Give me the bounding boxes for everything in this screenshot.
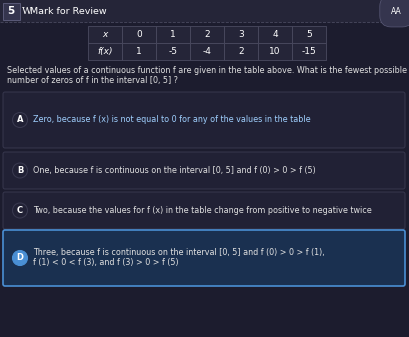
Text: Mark for Review: Mark for Review	[30, 6, 107, 16]
Text: 2: 2	[204, 30, 210, 39]
Circle shape	[13, 250, 27, 266]
Text: 1: 1	[170, 30, 176, 39]
Text: 5: 5	[7, 6, 15, 16]
Text: 4: 4	[272, 30, 278, 39]
Text: 3: 3	[238, 30, 244, 39]
Text: 0: 0	[136, 30, 142, 39]
FancyBboxPatch shape	[88, 43, 122, 60]
FancyBboxPatch shape	[2, 2, 20, 20]
FancyBboxPatch shape	[190, 26, 224, 43]
Text: D: D	[16, 253, 23, 263]
Text: W: W	[22, 6, 32, 16]
Text: -5: -5	[169, 47, 178, 56]
Text: Zero, because f (x) is not equal to 0 for any of the values in the table: Zero, because f (x) is not equal to 0 fo…	[33, 116, 310, 124]
Text: -15: -15	[301, 47, 317, 56]
FancyBboxPatch shape	[3, 192, 405, 229]
FancyBboxPatch shape	[190, 43, 224, 60]
Text: f (1) < 0 < f (3), and f (3) > 0 > f (5): f (1) < 0 < f (3), and f (3) > 0 > f (5)	[33, 258, 179, 268]
Text: -4: -4	[202, 47, 211, 56]
Circle shape	[13, 113, 27, 127]
Text: 2: 2	[238, 47, 244, 56]
Text: Selected values of a continuous function f are given in the table above. What is: Selected values of a continuous function…	[7, 66, 407, 75]
FancyBboxPatch shape	[292, 26, 326, 43]
FancyBboxPatch shape	[122, 26, 156, 43]
FancyBboxPatch shape	[292, 43, 326, 60]
Text: x: x	[102, 30, 108, 39]
Text: Two, because the values for f (x) in the table change from positive to negative : Two, because the values for f (x) in the…	[33, 206, 372, 215]
Text: number of zeros of f in the interval [0, 5] ?: number of zeros of f in the interval [0,…	[7, 76, 178, 85]
Text: One, because f is continuous on the interval [0, 5] and f (0) > 0 > f (5): One, because f is continuous on the inte…	[33, 166, 316, 175]
Circle shape	[13, 203, 27, 218]
FancyBboxPatch shape	[224, 43, 258, 60]
Text: Three, because f is continuous on the interval [0, 5] and f (0) > 0 > f (1),: Three, because f is continuous on the in…	[33, 248, 325, 257]
Text: A: A	[17, 116, 23, 124]
FancyBboxPatch shape	[3, 152, 405, 189]
Text: AA: AA	[391, 6, 402, 16]
FancyBboxPatch shape	[3, 230, 405, 286]
Text: 1: 1	[136, 47, 142, 56]
Text: 10: 10	[269, 47, 281, 56]
Circle shape	[13, 163, 27, 178]
Text: C: C	[17, 206, 23, 215]
FancyBboxPatch shape	[122, 43, 156, 60]
Text: 5: 5	[306, 30, 312, 39]
FancyBboxPatch shape	[0, 0, 409, 22]
FancyBboxPatch shape	[156, 43, 190, 60]
Text: f(x): f(x)	[97, 47, 113, 56]
FancyBboxPatch shape	[3, 92, 405, 148]
Text: B: B	[17, 166, 23, 175]
FancyBboxPatch shape	[258, 26, 292, 43]
FancyBboxPatch shape	[258, 43, 292, 60]
FancyBboxPatch shape	[88, 26, 122, 43]
FancyBboxPatch shape	[156, 26, 190, 43]
FancyBboxPatch shape	[224, 26, 258, 43]
